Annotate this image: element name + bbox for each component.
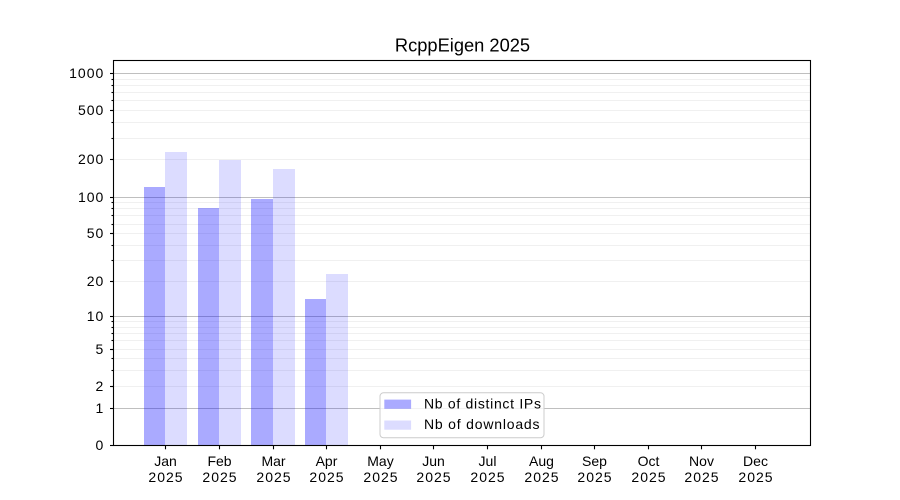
svg-text:Nb of downloads: Nb of downloads <box>424 416 540 432</box>
svg-text:2: 2 <box>96 378 105 394</box>
svg-text:Apr: Apr <box>316 453 338 469</box>
svg-text:RcppEigen 2025: RcppEigen 2025 <box>395 34 530 55</box>
svg-text:2025: 2025 <box>363 469 398 485</box>
svg-text:10: 10 <box>87 308 105 324</box>
svg-text:200: 200 <box>78 151 104 167</box>
svg-text:Nb of distinct IPs: Nb of distinct IPs <box>424 395 542 411</box>
svg-text:2025: 2025 <box>309 469 344 485</box>
svg-text:1: 1 <box>96 400 105 416</box>
svg-text:Nov: Nov <box>689 453 714 469</box>
svg-text:20: 20 <box>87 273 105 289</box>
svg-text:Aug: Aug <box>529 453 554 469</box>
svg-text:2025: 2025 <box>470 469 505 485</box>
svg-text:2025: 2025 <box>202 469 237 485</box>
svg-text:Jan: Jan <box>154 453 177 469</box>
svg-text:2025: 2025 <box>684 469 719 485</box>
svg-text:2025: 2025 <box>738 469 773 485</box>
svg-text:2025: 2025 <box>577 469 612 485</box>
svg-text:2025: 2025 <box>631 469 666 485</box>
svg-text:Feb: Feb <box>207 453 231 469</box>
svg-text:0: 0 <box>96 437 105 453</box>
svg-text:May: May <box>367 453 393 469</box>
svg-text:Oct: Oct <box>638 453 660 469</box>
svg-text:50: 50 <box>87 225 105 241</box>
svg-text:Dec: Dec <box>743 453 768 469</box>
svg-text:Mar: Mar <box>261 453 285 469</box>
svg-text:2025: 2025 <box>148 469 183 485</box>
svg-text:2025: 2025 <box>256 469 291 485</box>
svg-text:2025: 2025 <box>524 469 559 485</box>
svg-text:500: 500 <box>78 102 104 118</box>
svg-text:Jul: Jul <box>479 453 497 469</box>
svg-text:Sep: Sep <box>582 453 607 469</box>
svg-text:Jun: Jun <box>422 453 445 469</box>
svg-text:1000: 1000 <box>69 65 104 81</box>
svg-text:2025: 2025 <box>416 469 451 485</box>
svg-text:5: 5 <box>96 341 105 357</box>
svg-text:100: 100 <box>78 189 104 205</box>
